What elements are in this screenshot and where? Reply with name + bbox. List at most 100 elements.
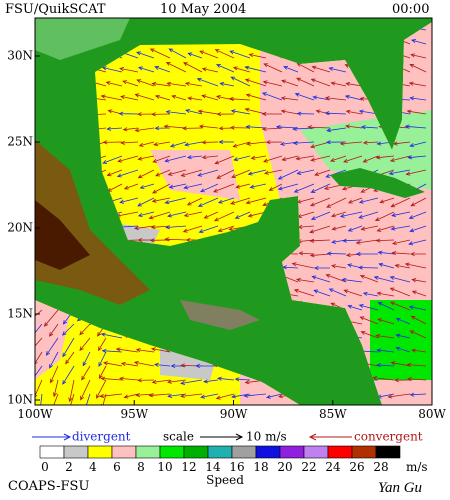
wind-arrow xyxy=(215,393,235,400)
colorbar-cell xyxy=(375,445,401,459)
colorbar-cell xyxy=(39,445,65,459)
wind-arrow xyxy=(391,239,411,246)
wind-arrow xyxy=(167,169,187,176)
wind-arrow xyxy=(137,378,155,383)
wind-arrow xyxy=(358,211,379,219)
wind-arrow xyxy=(120,140,139,145)
wind-arrow xyxy=(341,277,363,283)
footer-org: COAPS-FSU xyxy=(8,479,89,494)
header-title: FSU/QuikSCAT xyxy=(5,2,106,17)
wind-arrow xyxy=(199,50,219,59)
wind-arrow xyxy=(182,126,203,131)
wind-arrow xyxy=(150,225,171,230)
wind-arrow xyxy=(347,304,363,311)
wind-arrow xyxy=(409,63,427,73)
wind-arrow xyxy=(200,393,219,399)
wind-arrow xyxy=(214,155,235,165)
wind-arrow xyxy=(115,347,139,353)
wind-arrow xyxy=(406,109,427,115)
wind-arrow xyxy=(409,330,427,339)
wind-arrow xyxy=(310,183,331,193)
colorbar: 0 2 4 6 8 10 12 14 16 18 20 22 24 26 28 m/s xyxy=(39,445,428,474)
colorbar-label: 14 xyxy=(205,460,221,474)
colorbar-label: 12 xyxy=(181,460,196,474)
wind-arrow xyxy=(281,79,299,87)
wind-arrow xyxy=(233,155,251,162)
wind-arrow xyxy=(139,183,155,190)
wind-arrow xyxy=(119,67,139,73)
wind-arrow xyxy=(180,169,203,177)
wind-arrow xyxy=(244,78,267,87)
wind-arrow xyxy=(309,141,331,149)
wind-arrow xyxy=(68,379,75,403)
lat-label: 30N xyxy=(7,49,33,63)
lat-label: 10N xyxy=(7,393,33,407)
wind-arrow xyxy=(212,183,235,193)
wind-arrow xyxy=(45,337,59,356)
wind-arrow xyxy=(135,348,155,353)
wind-arrow xyxy=(106,126,123,131)
lon-label: 80W xyxy=(418,407,446,421)
wind-arrow xyxy=(244,65,267,73)
wind-arrow xyxy=(325,140,347,145)
wind-arrow xyxy=(164,197,187,205)
wind-arrow xyxy=(408,239,427,246)
wind-arrow xyxy=(248,53,267,59)
wind-arrow xyxy=(268,183,283,191)
wind-arrow xyxy=(118,111,139,116)
wind-arrow xyxy=(292,140,315,146)
wind-arrow xyxy=(326,127,347,133)
wind-arrow xyxy=(151,81,171,87)
wind-arrow xyxy=(312,95,331,101)
colorbar-label: 24 xyxy=(325,460,341,474)
wind-arrow xyxy=(376,363,395,368)
colorbar-label: 10 xyxy=(157,460,172,474)
wind-arrow xyxy=(389,155,411,163)
wind-arrow xyxy=(411,278,427,283)
wind-arrow xyxy=(247,169,267,176)
wind-arrow xyxy=(79,323,91,336)
wind-arrow xyxy=(217,197,235,204)
wind-arrow xyxy=(389,275,411,283)
wind-arrow xyxy=(379,197,395,204)
wind-arrow xyxy=(217,225,235,233)
wind-arrow xyxy=(137,169,155,179)
wind-arrow xyxy=(344,94,363,101)
wind-arrow xyxy=(390,197,411,208)
wind-arrow xyxy=(330,211,347,218)
wind-arrow xyxy=(410,53,427,59)
wind-arrow xyxy=(218,139,235,145)
wind-arrow xyxy=(313,289,331,297)
wind-arrow xyxy=(391,250,411,256)
wind-arrow xyxy=(295,155,315,161)
speed-zone xyxy=(370,300,432,380)
wind-arrow xyxy=(168,183,187,189)
colorbar-cell xyxy=(135,445,161,459)
wind-arrow xyxy=(100,376,123,381)
wind-arrow xyxy=(294,92,315,101)
wind-arrow xyxy=(82,393,91,405)
wind-arrow xyxy=(265,140,283,145)
colorbar-cell xyxy=(231,445,257,459)
wind-arrow xyxy=(343,289,363,297)
lon-label: 85W xyxy=(319,407,347,421)
wind-arrow xyxy=(342,238,363,243)
wind-arrow xyxy=(183,62,203,73)
wind-arrow xyxy=(101,348,123,353)
wind-arrow xyxy=(360,225,379,231)
wind-arrow xyxy=(154,65,171,73)
lat-label: 25N xyxy=(7,135,33,149)
wind-arrow xyxy=(62,323,75,336)
signature: Yan Gu xyxy=(378,480,422,496)
lon-label: 95W xyxy=(120,407,148,421)
wind-arrow xyxy=(228,96,251,101)
wind-arrow xyxy=(35,309,43,321)
wind-arrow xyxy=(97,337,107,352)
wind-arrow xyxy=(296,111,315,116)
wind-arrow xyxy=(411,290,427,297)
wind-arrow xyxy=(123,183,139,190)
colorbar-label: 20 xyxy=(277,460,292,474)
wind-arrow xyxy=(133,360,155,367)
wind-arrow xyxy=(345,81,363,87)
wind-arrow xyxy=(43,309,59,327)
